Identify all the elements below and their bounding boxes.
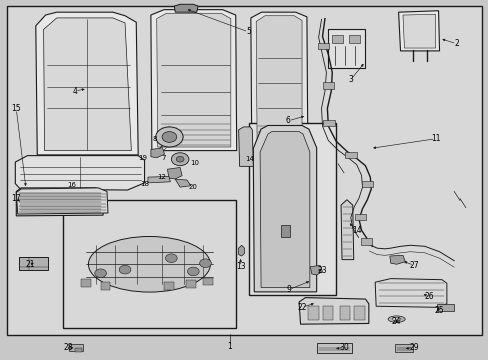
Text: 1: 1 [227,342,232,351]
Polygon shape [151,10,236,150]
Polygon shape [175,179,190,187]
Bar [307,306,318,320]
Bar [203,278,212,285]
Bar [360,238,371,244]
Bar [394,344,412,352]
Text: 27: 27 [408,261,418,270]
Bar [19,257,48,270]
Text: 10: 10 [190,160,199,166]
Text: 26: 26 [423,292,433,301]
Polygon shape [15,156,144,190]
Bar [339,306,349,320]
Polygon shape [174,4,198,12]
Polygon shape [16,188,108,214]
Polygon shape [250,12,307,155]
Polygon shape [16,188,103,216]
Bar [361,181,372,187]
Circle shape [95,269,106,278]
Text: 18: 18 [140,181,149,187]
Circle shape [199,259,211,267]
Text: 14: 14 [244,156,253,162]
Text: 23: 23 [317,266,326,275]
Polygon shape [157,13,230,147]
Polygon shape [167,167,182,179]
Bar [280,225,290,237]
Bar [316,343,351,353]
Circle shape [176,156,183,162]
Text: 3: 3 [347,75,352,84]
Bar [249,123,335,296]
Bar [81,279,91,287]
Bar [354,214,366,220]
Polygon shape [43,18,131,150]
Bar [328,29,364,68]
Text: 13: 13 [235,262,245,271]
Bar [101,282,110,290]
Bar [322,82,333,89]
Polygon shape [310,265,322,275]
Text: 22: 22 [297,303,306,312]
Text: 8: 8 [152,136,157,142]
Polygon shape [402,14,435,48]
Circle shape [165,254,177,262]
Bar [75,348,82,352]
Text: 17: 17 [11,194,21,203]
Text: 28: 28 [63,343,73,352]
Text: 15: 15 [11,104,21,113]
Text: 30: 30 [339,343,348,352]
Text: 14: 14 [351,226,361,235]
Bar [323,120,334,126]
Bar [322,306,332,320]
Text: 6: 6 [285,116,290,125]
Text: 20: 20 [188,184,197,190]
Text: 2: 2 [453,39,458,48]
Bar [348,35,359,43]
Circle shape [119,265,131,274]
Circle shape [156,127,183,147]
Circle shape [187,267,199,276]
Bar [185,280,195,288]
Bar [344,152,356,158]
Text: 25: 25 [434,306,444,315]
Text: 5: 5 [245,27,250,36]
Ellipse shape [88,237,210,292]
Circle shape [162,132,176,142]
Text: 16: 16 [67,183,76,188]
Circle shape [171,153,188,166]
Bar [63,201,236,328]
Text: 4: 4 [72,86,77,95]
Polygon shape [36,12,138,155]
Polygon shape [389,255,405,264]
Text: 12: 12 [157,174,166,180]
Text: 11: 11 [430,134,440,143]
Bar [353,306,364,320]
Polygon shape [340,200,353,260]
Ellipse shape [387,316,405,322]
Bar [69,344,82,351]
Polygon shape [238,245,244,256]
Bar [317,42,329,49]
Text: 19: 19 [138,155,147,161]
Bar [436,304,453,311]
Text: 7: 7 [162,155,166,161]
Polygon shape [398,11,439,51]
Polygon shape [151,148,164,158]
Polygon shape [256,16,302,151]
Bar [163,282,173,290]
Text: 9: 9 [286,285,291,294]
Polygon shape [148,176,170,183]
Text: 24: 24 [391,317,401,326]
Polygon shape [253,126,316,292]
Bar [331,35,342,43]
Polygon shape [374,279,446,307]
Text: 21: 21 [25,260,35,269]
Polygon shape [238,127,253,166]
Ellipse shape [391,318,400,321]
Polygon shape [260,132,309,288]
Text: 29: 29 [408,343,418,352]
Polygon shape [299,298,368,324]
